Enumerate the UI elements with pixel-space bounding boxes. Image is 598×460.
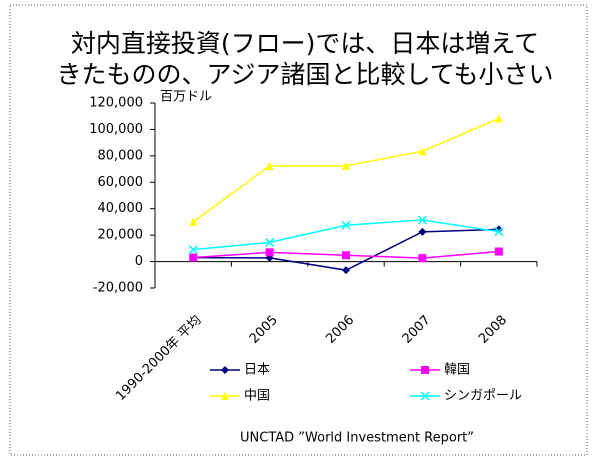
marker (418, 254, 427, 263)
y-tick-label: 0 (135, 254, 143, 269)
marker (494, 227, 504, 237)
marker (417, 215, 427, 225)
marker (265, 161, 274, 170)
marker (342, 161, 350, 170)
legend-label: 韓国 (444, 363, 470, 378)
y-tick-label: 120,000 (89, 96, 143, 111)
legend-label: シンガポール (444, 389, 522, 404)
marker (421, 366, 429, 374)
x-tick-label: 2008 (476, 313, 510, 347)
legend-label: 中国 (244, 389, 270, 404)
series-line (193, 228, 499, 271)
x-tick-label: 2007 (400, 313, 434, 347)
marker (221, 366, 229, 374)
source: UNCTAD ”World Investment Report” (240, 431, 474, 446)
x-tick-label: 2005 (247, 313, 281, 347)
marker (418, 147, 427, 156)
marker (342, 251, 350, 260)
marker (420, 391, 430, 401)
x-tick-label: 1990-2000年 平均 (113, 313, 204, 404)
marker (494, 247, 503, 256)
marker (265, 237, 275, 247)
marker (189, 217, 198, 226)
marker (265, 248, 274, 257)
legend-label: 日本 (244, 363, 270, 378)
chart-title: 対内直接投資(フロー)では、日本は増えて (71, 29, 539, 58)
marker (342, 266, 350, 275)
marker (341, 220, 351, 230)
marker (188, 245, 198, 255)
y-tick-label: -20,000 (93, 281, 143, 296)
y-tick-label: 20,000 (98, 228, 144, 243)
marker (494, 114, 503, 123)
marker (221, 392, 229, 400)
series-line (192, 117, 500, 223)
y-unit: 百万ドル (160, 90, 212, 105)
marker (189, 253, 198, 262)
y-tick-label: 80,000 (98, 148, 144, 163)
marker (418, 227, 427, 236)
frame (9, 4, 588, 456)
y-tick-label: 60,000 (98, 175, 144, 190)
x-tick-label: 2006 (323, 313, 357, 347)
chart-title: きたものの、アジア諸国と比較しても小さい (56, 60, 553, 89)
y-tick-label: 100,000 (89, 122, 143, 137)
y-tick-label: 40,000 (98, 201, 144, 216)
